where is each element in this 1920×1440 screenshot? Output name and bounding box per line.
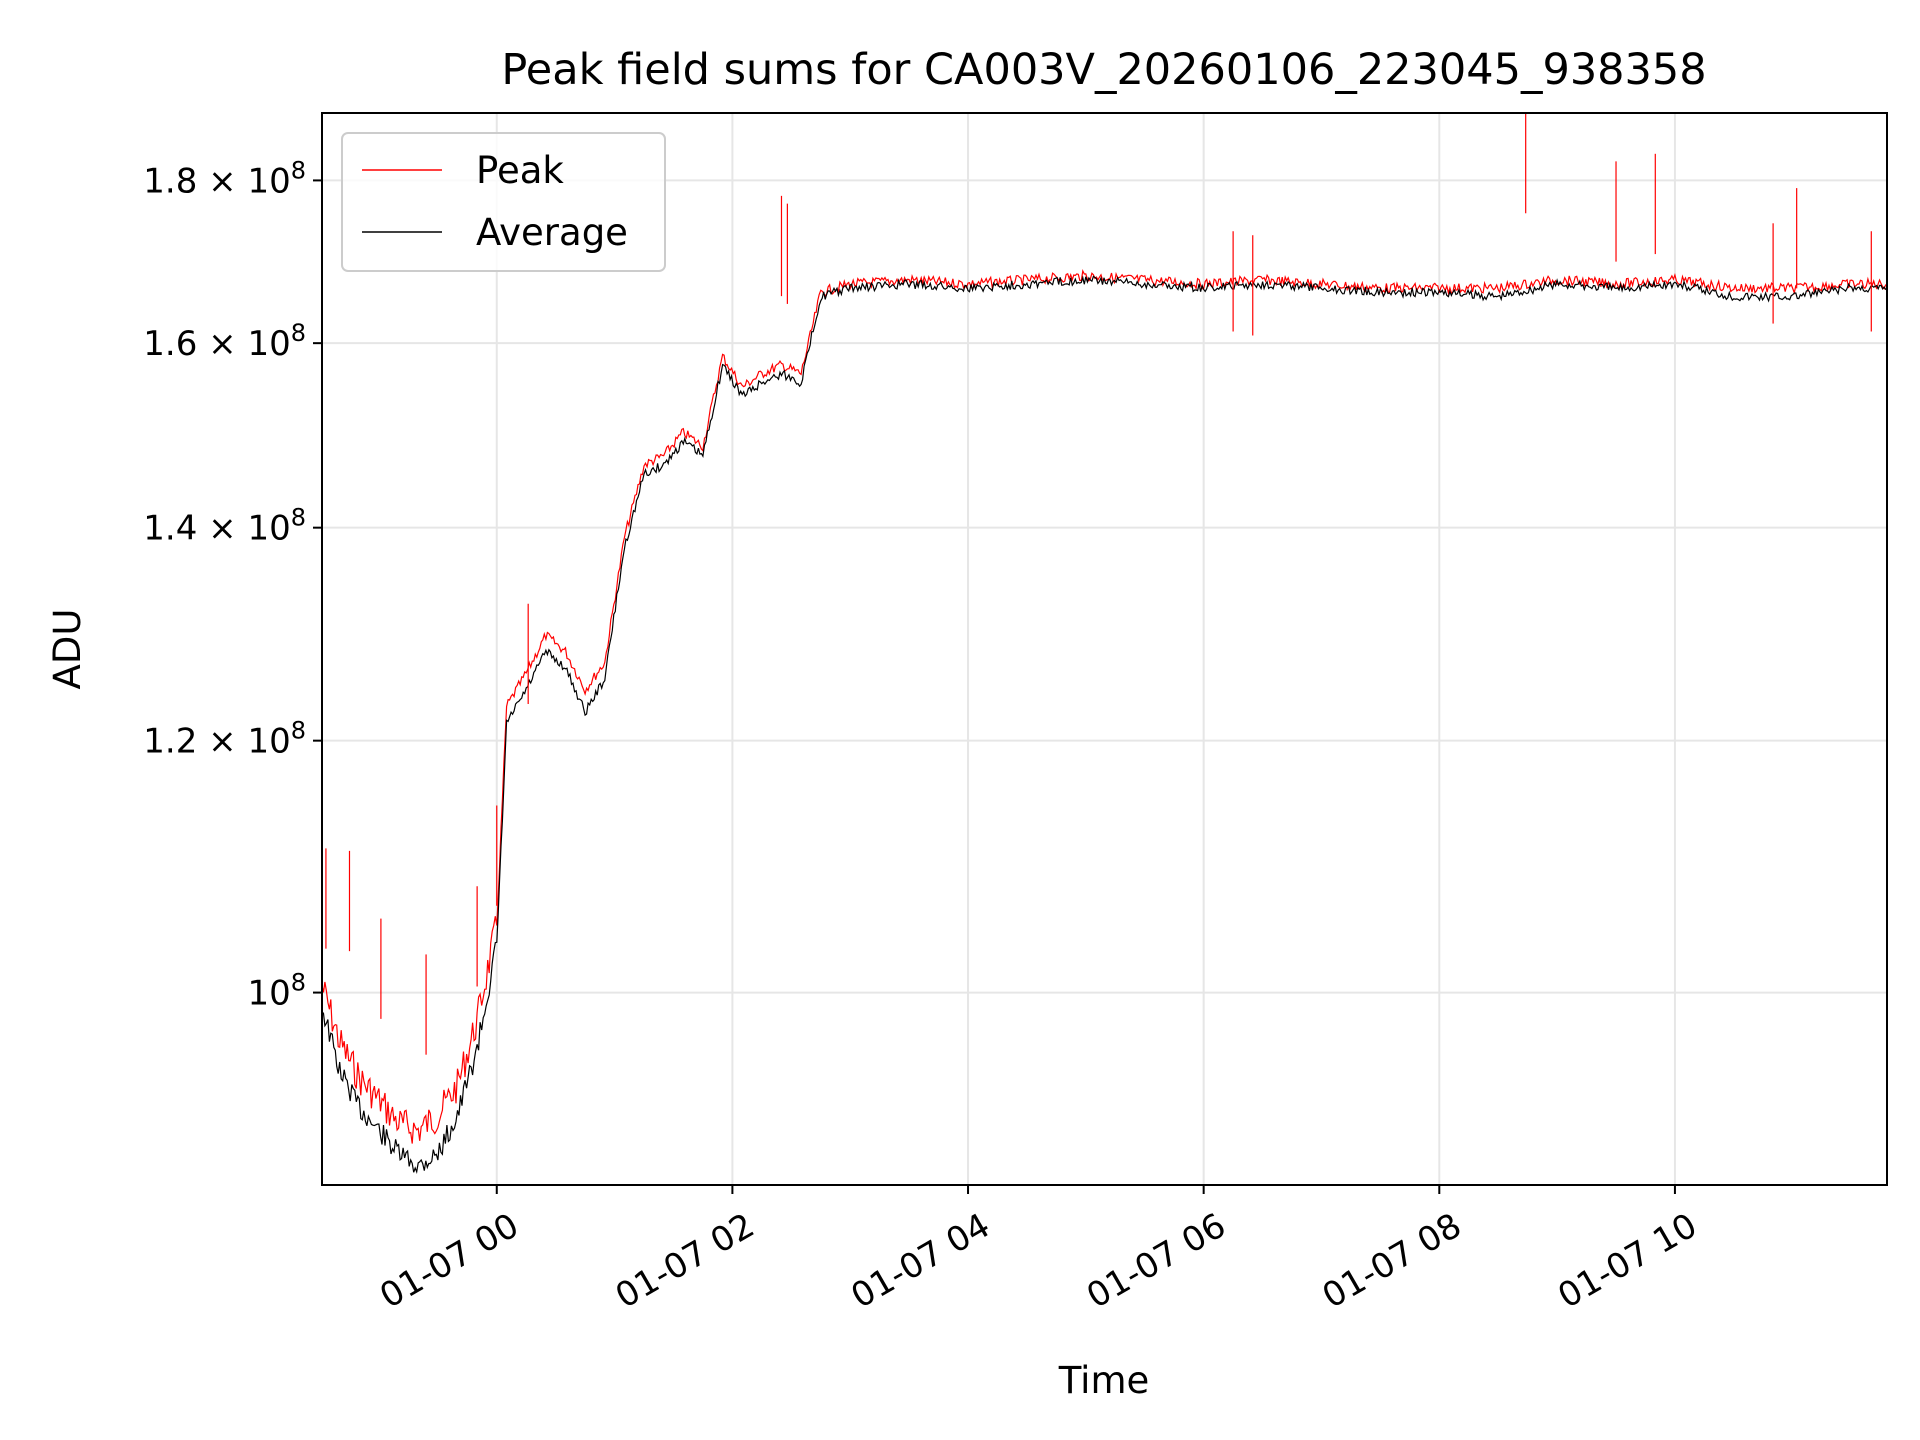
x-tick-label: 01-07 00 (373, 1206, 525, 1317)
series-line-peak (321, 269, 1888, 1144)
plot-frame (321, 112, 1888, 1186)
y-tick-label: 1.2 × 108 (143, 717, 306, 762)
legend-label-peak: Peak (476, 149, 564, 192)
y-tick-label: 1.6 × 108 (143, 319, 306, 364)
y-tick-label: 1.8 × 108 (143, 156, 306, 201)
y-axis-label: ADU (46, 609, 89, 690)
grid (322, 113, 1887, 1185)
legend: Peak Average (341, 132, 666, 272)
x-tick-label: 01-07 08 (1316, 1206, 1468, 1317)
chart-title: Peak field sums for CA003V_20260106_2230… (501, 45, 1706, 95)
y-tick-label: 1.4 × 108 (143, 504, 306, 549)
x-tick-label: 01-07 06 (1080, 1206, 1232, 1317)
plot-area (321, 113, 1888, 1175)
x-tick-label: 01-07 04 (845, 1206, 997, 1317)
series-line-average (321, 275, 1888, 1175)
x-axis-label: Time (1058, 1359, 1150, 1402)
x-tick-label: 01-07 10 (1551, 1206, 1703, 1317)
legend-label-average: Average (476, 211, 628, 254)
x-tick-label: 01-07 02 (609, 1206, 761, 1317)
y-tick-label: 108 (247, 969, 306, 1014)
axis-ticks: 01-07 00 01-07 02 01-07 04 01-07 06 01-07 08… (143, 156, 1704, 1316)
legend-frame (341, 132, 666, 272)
